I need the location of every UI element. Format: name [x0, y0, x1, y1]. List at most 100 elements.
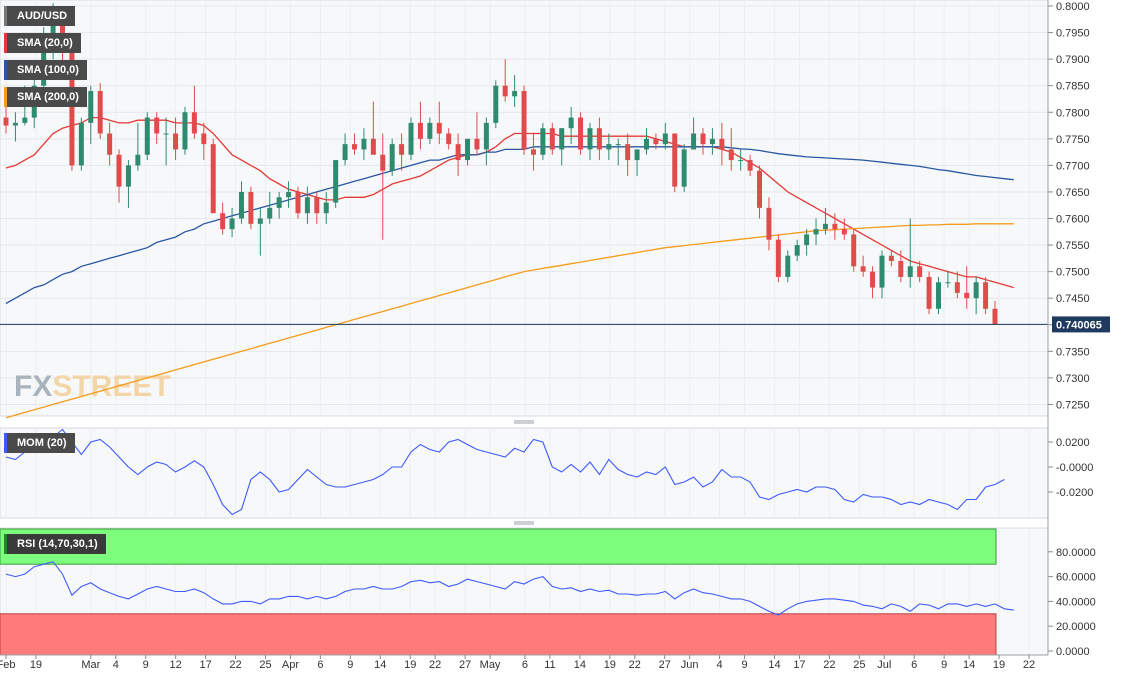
- price-axis-label: 0.7650: [1056, 187, 1090, 199]
- price-axis-label: 0.7450: [1056, 293, 1090, 305]
- candle-body: [220, 213, 226, 230]
- candle-body: [879, 255, 885, 288]
- x-axis-label: 22: [229, 659, 241, 671]
- legend-rsi[interactable]: RSI (14,70,30,1): [4, 534, 106, 554]
- x-axis-label: 14: [768, 659, 780, 671]
- legend-sma-200-label: SMA (200,0): [17, 91, 79, 103]
- price-axis-label: 0.7950: [1056, 28, 1090, 40]
- x-axis-label: 4: [113, 659, 119, 671]
- candle-body: [436, 122, 442, 134]
- candle-body: [672, 133, 678, 187]
- candle-body: [352, 144, 358, 150]
- legend-audusd[interactable]: AUD/USD: [4, 6, 76, 26]
- x-axis-label: 19: [604, 659, 616, 671]
- candle-body: [427, 122, 433, 139]
- candle-body: [276, 197, 282, 208]
- price-axis-label: 0.7900: [1056, 54, 1090, 66]
- candle-body: [728, 149, 734, 161]
- candle-body: [804, 234, 810, 246]
- candle-body: [144, 117, 150, 155]
- candle-body: [446, 133, 452, 145]
- x-axis-label: 12: [170, 659, 182, 671]
- candle-body: [512, 91, 518, 97]
- candle-body: [954, 282, 960, 293]
- x-axis-label: 17: [793, 659, 805, 671]
- x-axis-label: Mar: [81, 659, 100, 671]
- candle-body: [417, 122, 423, 139]
- price-axis-label: 0.7550: [1056, 240, 1090, 252]
- candle-body: [719, 138, 725, 150]
- rsi-oversold-zone: [0, 613, 997, 656]
- legend-sma-200[interactable]: SMA (200,0): [4, 87, 87, 107]
- candle-body: [502, 85, 508, 97]
- candle-body: [662, 133, 668, 145]
- x-axis-label: 19: [993, 659, 1005, 671]
- price-axis-label: 0.7350: [1056, 346, 1090, 358]
- candle-body: [757, 170, 763, 208]
- mom-line: [5, 428, 1005, 516]
- candle-body: [154, 117, 160, 134]
- candle-body: [606, 144, 612, 150]
- candle-body: [323, 202, 329, 214]
- last-price-tag-label: 0.740065: [1056, 319, 1102, 331]
- candle-body: [615, 144, 621, 146]
- candle-body: [210, 144, 216, 214]
- candle-body: [634, 149, 640, 161]
- sma-line-3: [5, 223, 1014, 419]
- candle-body: [88, 91, 94, 123]
- candle-body: [860, 266, 866, 272]
- candle-body: [474, 138, 480, 150]
- candle-body: [521, 91, 527, 150]
- x-axis-label: 9: [143, 659, 149, 671]
- mom-axis-label: 0.0200: [1056, 437, 1090, 449]
- candle-body: [568, 117, 574, 129]
- candle-body: [822, 223, 828, 230]
- candle-body: [643, 138, 649, 150]
- candle-body: [182, 112, 188, 150]
- candle-body: [304, 197, 310, 214]
- candle-body: [587, 128, 593, 150]
- candle-body: [945, 282, 951, 284]
- sma-line-1: [5, 116, 1014, 289]
- x-axis-label: 11: [544, 659, 555, 671]
- candle-body: [97, 91, 103, 134]
- x-axis-label: May: [480, 659, 501, 671]
- price-axis-label: 0.7850: [1056, 81, 1090, 93]
- candle-body: [191, 112, 197, 134]
- x-axis-label: 9: [941, 659, 947, 671]
- x-axis-label: 22: [823, 659, 835, 671]
- candle-body: [125, 165, 131, 187]
- candle-body: [709, 138, 715, 145]
- candle-body: [60, 16, 66, 49]
- candle-body: [898, 261, 904, 277]
- candle-body: [549, 128, 555, 150]
- candle-body: [870, 271, 876, 288]
- candle-body: [530, 149, 536, 155]
- x-axis-label: Jun: [681, 659, 699, 671]
- candle-body: [248, 191, 254, 224]
- candle-body: [361, 138, 367, 150]
- candle-body: [691, 133, 697, 150]
- rsi-axis-label: 0.0000: [1056, 646, 1090, 658]
- sma-line-2: [5, 146, 1014, 305]
- rsi-axis-label: 40.0000: [1056, 596, 1096, 608]
- candle-body: [917, 266, 923, 277]
- legend-sma-20[interactable]: SMA (20,0): [4, 33, 81, 53]
- legend-mom[interactable]: MOM (20): [4, 433, 75, 453]
- candle-body: [257, 218, 263, 224]
- price-panel-bg: [0, 0, 1049, 417]
- rsi-axis-label: 80.0000: [1056, 547, 1096, 559]
- candle-body: [700, 133, 706, 145]
- legend-sma-100[interactable]: SMA (100,0): [4, 60, 87, 80]
- candle-body: [135, 154, 141, 166]
- candle-body: [238, 191, 244, 219]
- candle-body: [295, 191, 301, 214]
- candle-body: [738, 160, 744, 162]
- x-axis-label: Feb: [0, 659, 15, 671]
- candle-body: [286, 191, 292, 198]
- candle-body: [813, 229, 819, 235]
- legend-mom-label: MOM (20): [17, 437, 67, 449]
- x-axis-label: 6: [911, 659, 917, 671]
- x-axis-label: 9: [347, 659, 353, 671]
